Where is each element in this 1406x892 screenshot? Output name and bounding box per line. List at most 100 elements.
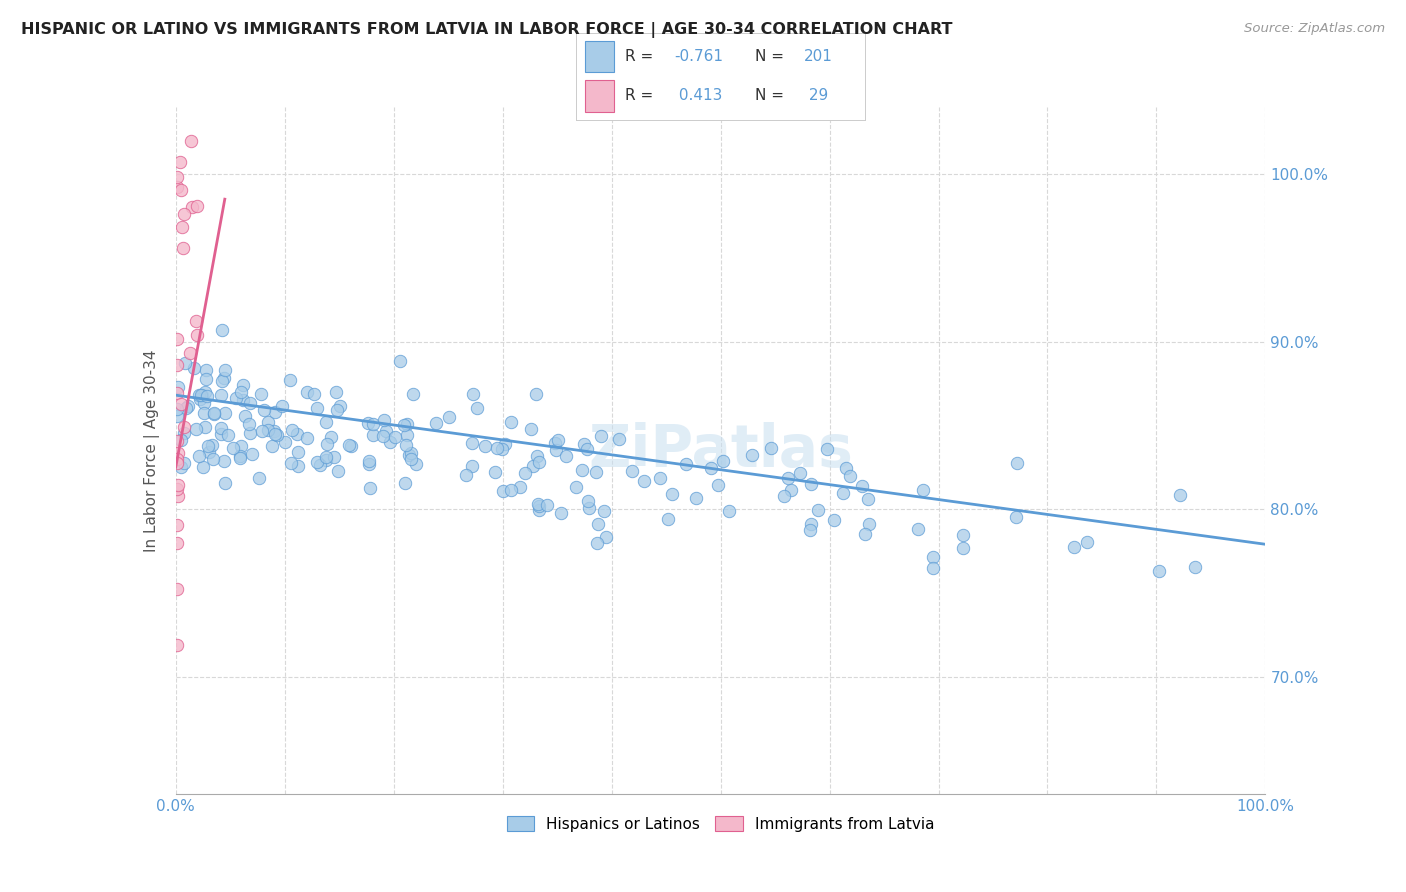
Point	[776, 471, 799, 485]
Point	[214, 475, 236, 490]
Point	[214, 406, 236, 420]
Point	[706, 478, 728, 492]
Point	[520, 422, 543, 436]
Point	[593, 504, 616, 518]
Point	[1168, 488, 1191, 502]
Point	[395, 427, 418, 442]
Point	[167, 446, 190, 460]
Point	[675, 457, 697, 471]
Point	[800, 476, 823, 491]
Point	[648, 471, 671, 485]
Point	[315, 415, 337, 429]
Point	[274, 434, 297, 449]
Point	[586, 517, 609, 532]
Point	[166, 180, 188, 194]
Y-axis label: In Labor Force | Age 30-34: In Labor Force | Age 30-34	[143, 349, 160, 552]
Point	[166, 489, 188, 503]
Point	[166, 482, 188, 496]
Point	[356, 416, 378, 430]
Point	[509, 479, 531, 493]
Text: 29: 29	[804, 88, 828, 103]
Point	[232, 393, 254, 408]
Point	[285, 426, 308, 441]
Point	[217, 428, 239, 442]
Point	[491, 442, 513, 457]
Point	[187, 449, 209, 463]
Point	[232, 378, 254, 392]
Point	[461, 387, 484, 401]
Point	[256, 423, 278, 437]
Text: R =: R =	[626, 88, 658, 103]
Point	[172, 240, 194, 254]
Point	[184, 422, 207, 436]
Point	[315, 453, 337, 467]
Point	[486, 441, 509, 455]
Point	[209, 421, 232, 435]
Point	[252, 424, 274, 438]
Point	[166, 536, 188, 550]
Point	[239, 425, 262, 440]
Point	[202, 406, 225, 420]
Point	[718, 504, 741, 518]
Point	[571, 463, 593, 477]
Point	[166, 638, 188, 652]
Point	[238, 417, 260, 431]
Point	[186, 328, 208, 343]
Point	[193, 406, 215, 420]
Point	[297, 385, 319, 400]
Point	[197, 445, 219, 459]
Point	[529, 455, 551, 469]
Point	[319, 430, 342, 444]
Point	[392, 418, 415, 433]
Point	[399, 451, 422, 466]
Point	[202, 407, 225, 421]
Point	[484, 466, 506, 480]
Point	[170, 183, 193, 197]
Point	[211, 374, 233, 388]
Point	[922, 550, 945, 565]
Point	[167, 477, 190, 491]
Point	[526, 450, 548, 464]
Point	[329, 399, 352, 413]
Point	[585, 466, 607, 480]
Point	[239, 395, 262, 409]
Point	[491, 484, 513, 499]
Point	[911, 483, 934, 497]
Point	[326, 464, 349, 478]
Point	[454, 468, 477, 483]
Point	[169, 396, 191, 410]
Point	[1005, 456, 1028, 470]
Point	[699, 460, 721, 475]
Point	[526, 497, 548, 511]
Point	[197, 439, 219, 453]
Point	[522, 458, 544, 473]
Point	[193, 459, 215, 474]
Point	[247, 471, 270, 485]
Text: R =: R =	[626, 49, 658, 64]
Point	[851, 479, 873, 493]
Point	[278, 373, 301, 387]
Point	[201, 438, 224, 452]
Point	[339, 439, 361, 453]
Point	[780, 483, 803, 498]
Point	[194, 385, 217, 400]
Point	[325, 385, 347, 400]
Point	[166, 401, 188, 416]
Point	[177, 399, 200, 413]
Point	[337, 438, 360, 452]
Point	[297, 431, 319, 445]
Point	[229, 450, 252, 465]
Point	[281, 423, 304, 437]
Point	[395, 437, 418, 451]
Point	[315, 450, 337, 464]
Point	[202, 451, 225, 466]
Point	[546, 442, 568, 457]
Point	[437, 409, 460, 424]
Point	[190, 392, 212, 406]
Point	[952, 541, 974, 556]
Point	[209, 427, 232, 442]
Point	[524, 387, 547, 401]
Point	[225, 391, 247, 405]
Point	[271, 399, 294, 413]
Point	[195, 372, 218, 386]
